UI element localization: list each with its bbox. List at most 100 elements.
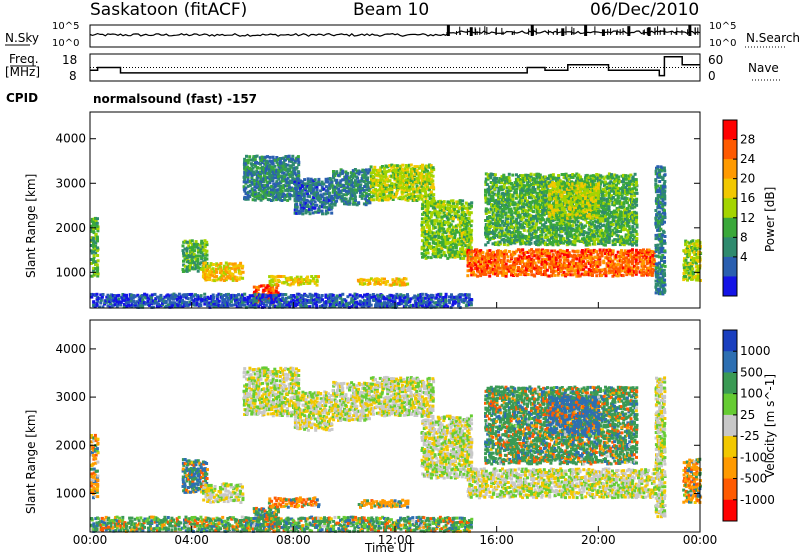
power-echo-cell — [280, 275, 283, 278]
power-echo-cell — [490, 225, 493, 228]
power-echo-cell — [544, 194, 547, 197]
power-echo-cell — [504, 249, 507, 252]
power-echo-cell — [182, 244, 185, 247]
power-echo-cell — [534, 262, 537, 265]
power-echo-cell — [512, 198, 515, 201]
power-echo-cell — [96, 264, 99, 267]
power-echo-cell — [572, 224, 575, 227]
power-echo-cell — [577, 237, 580, 240]
power-echo-cell — [499, 224, 502, 227]
power-echo-cell — [524, 197, 527, 200]
power-echo-cell — [97, 259, 100, 262]
power-echo-cell — [92, 237, 95, 240]
power-echo-cell — [289, 194, 292, 197]
power-echo-cell — [241, 277, 244, 280]
power-echo-cell — [379, 169, 382, 172]
power-echo-cell — [321, 210, 324, 213]
power-echo-cell — [540, 233, 543, 236]
power-echo-cell — [399, 181, 402, 184]
power-echo-cell — [444, 254, 447, 257]
power-echo-cell — [494, 173, 497, 176]
power-echo-cell — [363, 185, 366, 188]
power-echo-cell — [532, 250, 535, 253]
power-echo-cell — [279, 157, 282, 160]
power-echo-cell — [430, 256, 433, 259]
power-echo-cell — [297, 155, 300, 158]
power-echo-cell — [368, 281, 371, 284]
power-echo-cell — [219, 262, 222, 265]
power-echo-cell — [470, 224, 473, 227]
power-echo-cell — [334, 204, 337, 207]
power-echo-cell — [373, 166, 376, 169]
power-echo-cell — [297, 161, 300, 164]
power-echo-cell — [560, 227, 563, 230]
power-echo-cell — [508, 173, 511, 176]
power-echo-cell — [484, 194, 487, 197]
power-echo-cell — [505, 275, 508, 278]
power-echo-cell — [205, 250, 208, 253]
power-echo-cell — [96, 246, 99, 249]
power-echo-cell — [495, 184, 498, 187]
power-echo-cell — [341, 170, 344, 173]
power-echo-cell — [96, 266, 99, 269]
power-echo-cell — [511, 216, 514, 219]
power-echo-cell — [96, 225, 99, 228]
power-echo-cell — [602, 260, 605, 263]
power-echo-cell — [511, 226, 514, 229]
power-echo-cell — [295, 203, 298, 206]
power-echo-cell — [326, 211, 329, 214]
power-echo-cell — [653, 258, 656, 261]
power-echo-cell — [368, 168, 371, 171]
power-echo-cell — [92, 221, 95, 224]
power-echo-cell — [434, 223, 437, 226]
power-echo-cell — [245, 155, 248, 158]
power-echo-cell — [517, 266, 520, 269]
power-echo-cell — [439, 212, 442, 215]
power-echo-cell — [503, 256, 506, 259]
power-echo-cell — [316, 284, 319, 287]
power-echo-cell — [581, 249, 584, 252]
power-echo-cell — [521, 199, 524, 202]
power-echo-cell — [297, 170, 300, 173]
power-echo-cell — [256, 166, 259, 169]
power-echo-cell — [462, 257, 465, 260]
power-echo-cell — [291, 155, 294, 158]
power-echo-cell — [428, 242, 431, 245]
power-echo-cell — [523, 229, 526, 232]
power-echo-cell — [488, 275, 491, 278]
power-echo-cell — [96, 254, 99, 257]
power-echo-cell — [452, 202, 455, 205]
power-echo-cell — [512, 194, 515, 197]
power-echo-cell — [527, 273, 530, 276]
power-echo-cell — [509, 260, 512, 263]
power-echo-cell — [584, 270, 587, 273]
power-echo-cell — [651, 274, 654, 277]
power-echo-cell — [197, 246, 200, 249]
power-echo-cell — [427, 256, 430, 259]
power-echo-cell — [301, 212, 304, 215]
power-echo-cell — [510, 208, 513, 211]
power-echo-cell — [521, 248, 524, 251]
power-echo-cell — [599, 260, 602, 263]
power-echo-cell — [283, 198, 286, 201]
power-echo-cell — [547, 249, 550, 252]
power-echo-cell — [281, 190, 284, 193]
power-echo-cell — [259, 175, 262, 178]
power-echo-cell — [431, 183, 434, 186]
power-echo-cell — [306, 276, 309, 279]
power-echo-cell — [422, 226, 425, 229]
power-echo-cell — [631, 274, 634, 277]
power-echo-cell — [309, 212, 312, 215]
power-echo-cell — [366, 176, 369, 179]
nsky-trace — [90, 31, 700, 36]
power-echo-cell — [588, 242, 591, 245]
power-echo-cell — [590, 225, 593, 228]
power-echo-cell — [530, 173, 533, 176]
power-echo-cell — [313, 206, 316, 209]
power-echo-cell — [595, 250, 598, 253]
power-echo-cell — [427, 252, 430, 255]
power-echo-cell — [443, 251, 446, 254]
power-echo-cell — [335, 179, 338, 182]
power-echo-cell — [622, 274, 625, 277]
power-echo-cell — [480, 260, 483, 263]
